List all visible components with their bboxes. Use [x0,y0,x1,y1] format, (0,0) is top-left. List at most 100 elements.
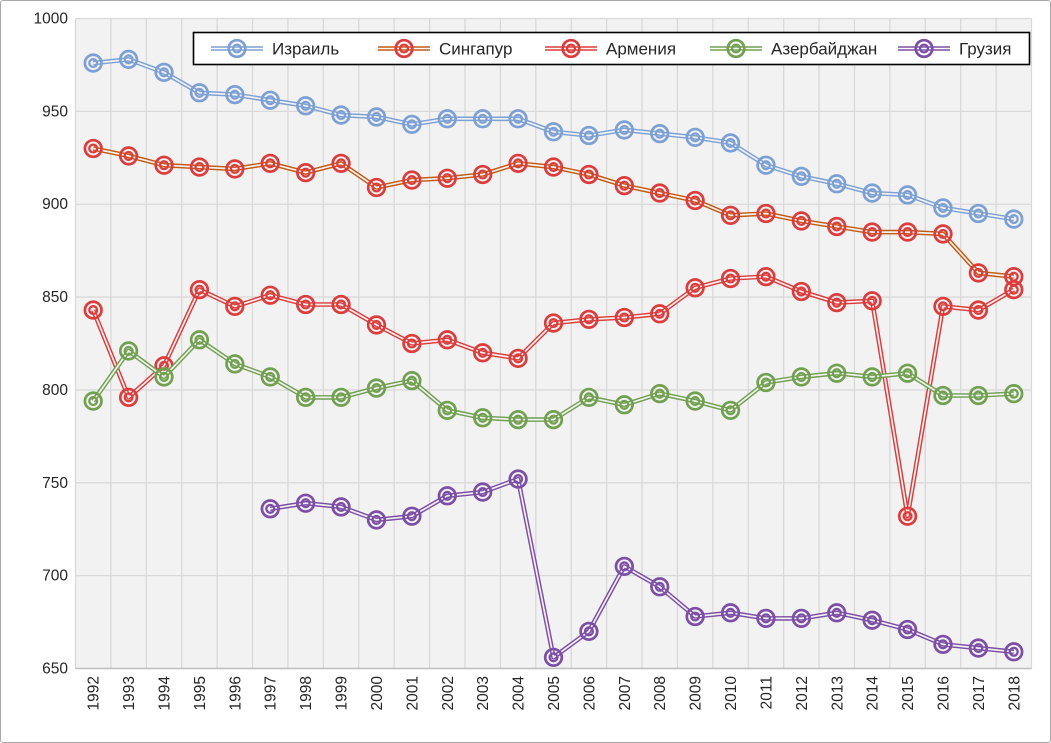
series-azerbaijan-marker-outer [650,383,670,404]
series-georgia-marker-inner [867,615,878,626]
series-singapore-marker-inner [442,173,453,184]
series-israel-marker-outer [579,125,599,146]
series-armenia-marker-outer [862,291,882,311]
series-azerbaijan-marker-inner [513,414,524,425]
series-singapore-marker-inner [229,163,240,174]
series-armenia-marker-inner [194,284,205,295]
series-singapore-marker-outer [331,153,351,174]
y-tick-label: 800 [42,382,68,399]
legend-item-armenia: Армения [545,38,676,59]
series-armenia-marker-outer [366,315,387,335]
series-singapore-marker-inner [158,160,170,171]
series-israel-marker-outer [331,105,351,125]
series-singapore-marker-outer [579,164,599,185]
series-azerbaijan-marker-outer [968,385,989,406]
series-singapore-marker-inner [902,227,913,238]
series-georgia-marker-outer [402,506,422,526]
series-georgia-marker-outer [331,497,351,517]
series-singapore-marker-outer [791,211,812,231]
series-armenia-marker-inner [442,334,453,345]
legend-item-georgia: Грузия [898,38,1012,59]
series-georgia-marker-outer [650,577,670,597]
series-armenia-marker-inner [300,299,311,310]
series-singapore-marker-outer [118,146,139,166]
series-armenia [83,266,1024,526]
x-tick-label: 2001 [404,676,421,710]
series-israel-marker-inner [1008,214,1019,225]
series-georgia-marker-outer [508,469,528,489]
series-azerbaijan-marker-inner [371,383,382,394]
legend-israel-marker-inner [231,43,243,54]
series-singapore-marker-outer [862,222,882,242]
series-georgia-marker-inner [583,626,594,637]
series-azerbaijan-marker-inner [654,388,665,399]
series-israel-marker-inner [902,189,913,200]
series-israel-marker-outer [366,107,387,127]
series-israel-marker-outer [1004,209,1024,229]
series-azerbaijan-marker-outer [1004,383,1024,404]
series-israel-marker-outer [685,127,705,148]
series-israel-marker-inner [406,119,417,130]
legend: Израиль Сингапур Армения Азербайджан Грузия [192,31,1031,66]
series-azerbaijan-marker-outer [366,378,387,398]
series-singapore-marker-outer [614,175,634,196]
x-tick-label: 2003 [475,676,492,710]
series-azerbaijan-marker-inner [229,358,240,369]
series-singapore-marker-outer [260,153,280,174]
series-armenia-marker-inner [973,305,984,316]
series-georgia-marker-inner [300,498,311,509]
series-israel-marker-inner [690,132,701,143]
series-singapore-marker-outer [933,224,953,244]
series-armenia-marker-inner [760,271,771,282]
legend-israel-label: Израиль [272,40,339,59]
series-azerbaijan-marker-inner [442,405,453,416]
series-israel-marker-inner [654,128,665,139]
series-georgia-marker-inner [654,581,665,592]
series-armenia-marker-outer [83,300,103,320]
series-armenia-marker-outer [331,294,351,315]
series-singapore-marker-outer [473,164,493,185]
series-singapore-marker-outer [827,216,847,237]
series-azerbaijan-marker-inner [902,368,913,379]
series-azerbaijan-marker-inner [725,405,736,416]
series-israel-marker-inner [867,188,878,199]
series-azerbaijan-line-inner [92,338,1014,421]
series-azerbaijan-marker-outer [260,367,280,387]
series-singapore-marker-inner [796,215,807,226]
series-armenia-marker-inner [583,314,594,325]
series-singapore-marker-inner [548,162,559,173]
legend-singapore-label: Сингапур [439,40,512,59]
series-georgia-marker-inner [831,607,842,618]
series-singapore-marker-outer [225,159,245,179]
series-singapore-marker-inner [725,210,736,221]
series-armenia-marker-outer [579,309,599,330]
series-israel-marker-inner [583,130,594,141]
series-israel-marker-outer [295,96,316,116]
series-israel-marker-outer [473,109,493,129]
series-israel-marker-inner [371,111,382,122]
series-georgia-marker-outer [933,634,953,655]
legend-georgia-label: Грузия [959,40,1012,59]
series-singapore-marker-outer [543,157,564,177]
series-armenia-marker-inner [477,347,488,358]
legend-item-singapore: Сингапур [378,38,512,59]
series-azerbaijan-marker-inner [796,371,807,382]
series-georgia-marker-outer [756,608,776,629]
y-tick-label: 750 [42,475,68,492]
series-georgia-marker-inner [902,624,913,635]
series-georgia-marker-outer [897,619,918,640]
legend-armenia-label: Армения [606,40,676,59]
series-israel-marker-inner [513,113,524,124]
series-israel-marker-inner [88,58,99,69]
series-armenia-marker-inner [1008,284,1019,295]
series-singapore-marker-outer [650,183,670,203]
x-axis-labels: 1992 1993 1994 1995 1996 1997 1998 1999 2000 2001… [86,676,1024,711]
series-georgia-marker-inner [619,561,630,572]
series-armenia-marker-outer [1004,279,1024,300]
series-armenia-marker-inner [265,290,276,301]
x-tick-label: 2015 [900,676,917,710]
series-singapore-marker-outer [720,205,741,226]
series-azerbaijan-marker-outer [862,367,882,387]
series-singapore-marker-inner [867,227,878,238]
series-singapore-marker-inner [336,158,347,169]
